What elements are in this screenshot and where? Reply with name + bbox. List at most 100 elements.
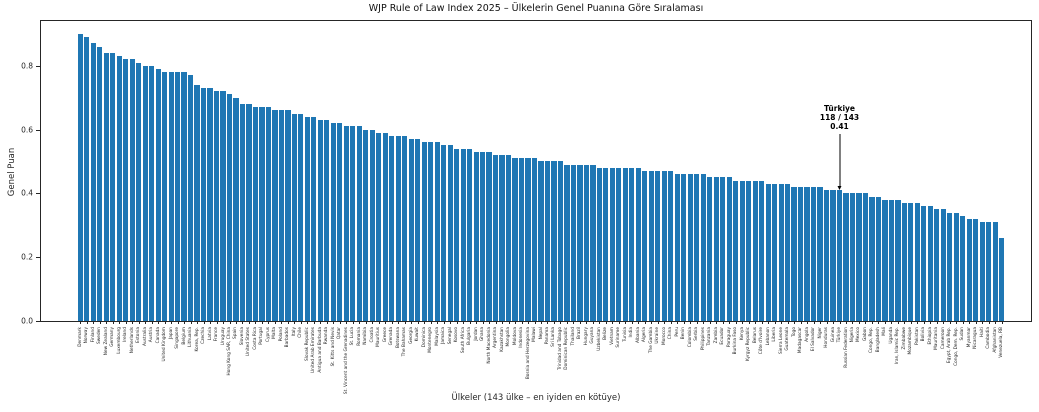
x-tick-label: Niger [817,327,823,339]
x-tick-label: Ireland [123,327,129,342]
bar [940,209,946,321]
x-tick-label: United States [246,327,252,357]
bar [901,202,907,321]
bar [415,139,421,321]
x-tick-label: Congo, Dem. Rep. [953,327,959,366]
bar [311,116,317,321]
x-tick-mark [450,321,452,324]
x-tick-mark [86,321,88,324]
bar [337,123,343,321]
bar [823,190,830,321]
x-tick-label: Uzbekistan [596,327,602,351]
x-tick-mark [884,321,886,324]
x-tick-mark [605,321,607,324]
bar [979,222,985,321]
x-tick-mark [761,321,763,324]
x-tick-mark [560,321,562,324]
x-tick-label: Luxembourg [116,327,122,354]
x-tick-label: Côte d'Ivoire [759,327,765,355]
x-tick-label: Ethiopia [927,327,933,345]
x-tick-mark [846,321,847,324]
x-tick-label: Ecuador [720,327,726,345]
x-tick-label: Malawi [532,327,537,342]
x-tick-mark [521,321,523,324]
x-tick-label: Haiti [979,327,985,337]
bar [810,186,817,321]
bar [804,186,810,321]
bar [194,84,200,321]
bar [590,164,596,321]
x-tick-label: Zambia [713,327,719,344]
bar [382,132,388,321]
x-tick-mark [657,321,659,324]
bar [934,209,940,321]
x-tick-mark [573,321,575,324]
x-tick-label: Australia [142,327,148,347]
x-tick-label: Japan [168,327,174,339]
bar [447,145,453,321]
x-tick-label: Egypt, Arab Rep. [947,327,953,364]
x-tick-label: Albania [635,327,641,344]
bar [441,145,447,321]
chart-title: WJP Rule of Law Index 2025 – Ülkelerin G… [368,3,704,14]
x-tick-mark [651,321,653,324]
x-tick-label: Greece [382,327,388,343]
x-tick-mark [800,321,802,324]
x-tick-mark [365,321,367,324]
bar [213,91,220,321]
x-tick-label: Nepal [538,327,544,340]
x-tick-mark [80,321,82,324]
bar [376,132,382,321]
x-tick-mark [716,321,718,324]
x-tick-label: Tunisia [622,327,628,342]
x-tick-label: Bulgaria [467,327,473,345]
x-tick-label: Algeria [642,327,648,343]
x-tick-label: Cameroon [940,327,946,350]
x-tick-mark [235,321,237,324]
x-tick-mark [333,321,335,324]
bar [694,174,700,321]
x-tick-label: Liberia [772,327,778,342]
bar [136,62,142,321]
bar [181,72,187,321]
x-tick-label: Kazakhstan [499,327,505,352]
bar [622,167,628,321]
bar [525,158,531,321]
x-tick-label: Sri Lanka [551,327,557,347]
y-tick-mark [36,257,40,259]
y-tick-label: 0.6 [21,125,33,134]
bar [603,167,609,321]
bar [759,180,765,321]
x-tick-label: Benin [681,327,687,340]
bar [272,110,278,321]
x-tick-label: Morocco [661,327,667,345]
x-tick-label: Bolivia [921,327,927,342]
x-tick-mark [696,321,698,324]
x-tick-mark [936,321,938,324]
x-tick-label: Honduras [824,327,830,348]
x-tick-label: Bosnia and Herzegovina [525,327,531,380]
x-tick-mark [197,321,199,324]
x-tick-mark [995,321,997,324]
x-tick-label: Korea, Rep. [194,327,200,352]
x-tick-mark [871,321,873,324]
x-tick-label: St. Lucia [350,327,356,346]
bar [908,202,914,321]
bar [648,171,654,321]
x-tick-label: Togo [791,327,797,337]
bar [772,183,778,321]
x-tick-label: Italy [291,327,297,337]
bar [797,186,804,321]
x-tick-mark [398,321,400,324]
bar [317,119,323,321]
x-tick-mark [897,321,899,324]
bar [739,180,745,321]
bar [609,167,615,321]
x-tick-mark [794,321,796,324]
x-tick-mark [534,321,536,324]
x-tick-mark [184,321,186,324]
bar [635,167,641,321]
x-tick-mark [807,321,809,324]
x-tick-label: Dominica [421,327,427,348]
x-tick-mark [742,321,744,324]
